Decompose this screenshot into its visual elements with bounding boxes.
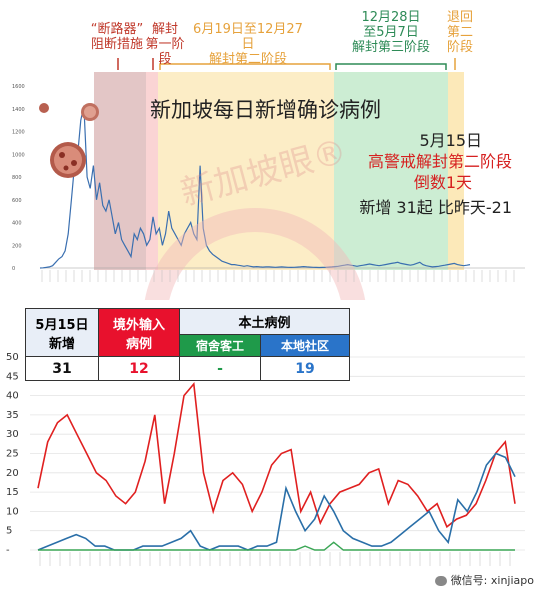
bottom-y-tick: 35 [6,410,19,421]
virus-icon [50,142,86,178]
bottom-y-tick: 15 [6,487,19,498]
bottom-y-tick: 20 [6,468,19,479]
imported-cases-line [37,382,516,529]
top-y-tick: 600 [12,198,22,204]
top-y-tick: 0 [12,266,15,272]
top-y-tick: 400 [12,221,22,227]
top-x-axis [41,270,515,282]
phase-label-phase1: 解封 第一阶段 [145,22,185,67]
table-total: 31 [25,356,99,381]
phase-label-circuit-breaker: “断路器” 阻断措施 [90,22,144,52]
phase-label-phase2: 6月19日至12月27日 解封第二阶段 [193,22,303,67]
table-dorm: - [179,356,261,381]
top-y-tick: 200 [12,243,22,249]
table-header-community: 本地社区 [260,334,350,357]
bottom-y-tick: 10 [6,506,19,517]
top-y-tick: 1400 [12,107,25,113]
phase-label-phase3: 12月28日 至5月7日 解封第三阶段 [351,10,430,55]
top-y-tick: 1200 [12,130,25,136]
phase2-band [158,72,334,270]
bottom-y-tick: 5 [6,526,12,537]
circuit-breaker-band [94,72,146,270]
top-y-tick: 800 [12,175,22,181]
bottom-y-tick: - [6,545,10,556]
phase-brackets [117,58,456,70]
table-header-imported: 境外输入 病例 [98,308,180,357]
virus-icon-tiny [39,103,49,113]
case-summary-table: 5月15日 新增 境外输入 病例 本土病例 宿舍客工 本地社区 31 12 - … [25,308,350,381]
daily-cases-series-line [39,105,471,269]
annotation-new-cases: 新增 31起 比昨天-21 [359,198,512,217]
chart-title: 新加坡每日新增确诊病例 [150,98,381,122]
bottom-y-tick: 50 [6,352,19,363]
bottom-y-axis: 50 45 40 35 30 25 20 15 10 5 - [6,352,19,556]
top-y-axis: 1600 1400 1200 1000 800 600 400 200 0 [12,84,25,272]
annotation-countdown: 倒数1天 [413,173,472,192]
table-header-date: 5月15日 新增 [25,308,99,357]
bottom-y-tick: 40 [6,391,19,402]
wechat-icon [435,576,448,586]
bottom-y-tick: 30 [6,429,19,440]
wechat-watermark: 微信号: xinjiapo [435,572,534,588]
back-phase2-band [448,72,464,270]
bottom-grid [30,356,525,551]
top-y-tick: 1600 [12,84,25,90]
phase-label-back-phase2: 退回 第二 阶段 [446,10,473,55]
virus-icon-small [81,103,99,121]
table-header-dorm: 宿舍客工 [179,334,261,357]
table-header-local: 本土病例 [179,308,350,335]
community-cases-line [37,452,516,551]
top-y-tick: 1000 [12,152,25,158]
bottom-y-tick: 45 [6,371,19,382]
annotation-alert: 高警戒解封第二阶段 [367,152,512,171]
annotation-date: 5月15日 [419,131,482,150]
phase3-band [334,72,448,270]
phase1-band [146,72,158,270]
watermark-logo-ring [144,208,366,300]
bottom-x-axis [39,552,511,566]
bottom-y-tick: 25 [6,449,19,460]
table-community: 19 [260,356,350,381]
table-imported: 12 [98,356,180,381]
dorm-cases-line [38,541,515,551]
